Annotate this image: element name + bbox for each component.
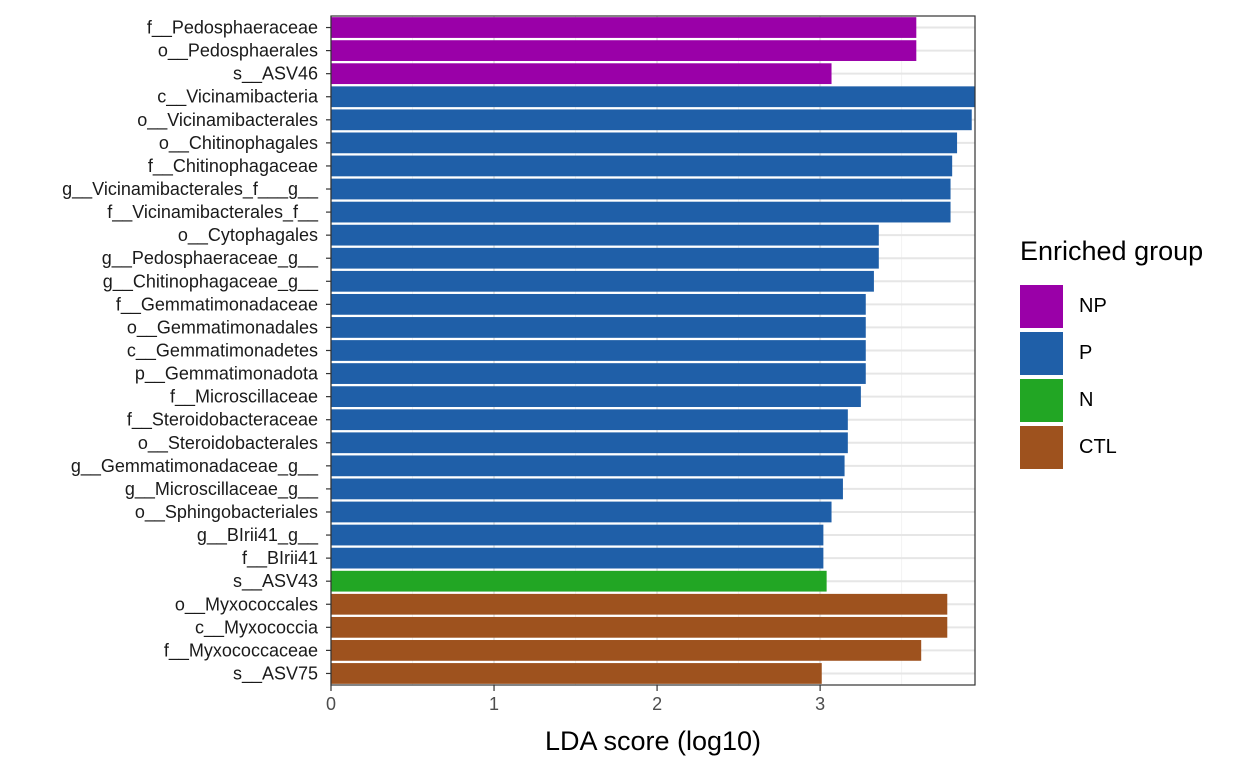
bar: [331, 63, 832, 85]
bar-layer: [331, 17, 975, 684]
y-tick-label: g__Vicinamibacterales_f___g__: [62, 179, 319, 200]
bar: [331, 663, 822, 684]
bar: [331, 17, 917, 38]
x-tick-label: 3: [815, 694, 825, 714]
legend-swatch: [1020, 426, 1063, 469]
legend-swatch: [1020, 379, 1063, 422]
y-tick-label: o__Sphingobacteriales: [135, 502, 318, 523]
legend-item: CTL: [1020, 424, 1240, 471]
x-tick-label: 0: [326, 694, 336, 714]
bar: [331, 593, 948, 615]
legend-item: P: [1020, 330, 1240, 377]
y-tick-label: s__ASV43: [233, 571, 318, 592]
bar: [331, 201, 951, 223]
legend-items: NP P N CTL: [1020, 283, 1240, 471]
bar: [331, 155, 953, 177]
y-tick-labels: f__Pedosphaeraceaeo__Pedosphaeraless__AS…: [62, 18, 331, 684]
legend-label: P: [1079, 342, 1093, 364]
x-tick-label: 1: [489, 694, 499, 714]
legend-item: NP: [1020, 283, 1240, 330]
bar: [331, 178, 951, 200]
bar: [331, 86, 975, 108]
bar: [331, 455, 845, 477]
y-tick-label: o__Cytophagales: [178, 225, 318, 246]
bar: [331, 547, 824, 569]
x-axis-title: LDA score (log10): [545, 726, 761, 756]
y-tick-label: f__Gemmatimonadaceae: [116, 294, 318, 315]
bar: [331, 340, 866, 361]
legend-swatch: [1020, 332, 1063, 375]
bar: [331, 432, 848, 454]
y-tick-label: f__Pedosphaeraceae: [147, 18, 318, 39]
y-tick-label: o__Myxococcales: [175, 594, 318, 615]
legend-title: Enriched group: [1020, 236, 1204, 266]
y-tick-label: o__Chitinophagales: [159, 133, 318, 154]
bar: [331, 270, 874, 292]
bar: [331, 616, 948, 638]
y-tick-label: g__Microscillaceae_g__: [125, 479, 319, 500]
bar: [331, 132, 958, 154]
y-tick-label: o__Pedosphaerales: [158, 41, 318, 62]
y-tick-label: c__Vicinamibacteria: [157, 87, 319, 108]
bar: [331, 247, 879, 269]
legend-label: NP: [1079, 295, 1107, 317]
bar: [331, 386, 861, 408]
legend-swatch: [1020, 285, 1063, 328]
bar: [331, 409, 848, 431]
bar: [331, 478, 843, 500]
y-tick-label: c__Myxococcia: [195, 617, 319, 638]
y-tick-label: f__Vicinamibacterales_f__: [107, 202, 319, 223]
y-tick-label: p__Gemmatimonadota: [135, 364, 319, 385]
legend-item: N: [1020, 377, 1240, 424]
y-tick-label: o__Steroidobacterales: [138, 433, 318, 454]
y-tick-label: f__Chitinophagaceae: [148, 156, 318, 177]
y-tick-label: f__Microscillaceae: [170, 387, 318, 408]
y-tick-label: s__ASV46: [233, 64, 318, 85]
bar: [331, 109, 972, 131]
y-tick-label: g__Chitinophagaceae_g__: [103, 271, 319, 292]
bar: [331, 40, 917, 61]
bar: [331, 501, 832, 523]
y-tick-label: o__Gemmatimonadales: [127, 317, 318, 338]
legend: Enriched group NP P N CTL: [1020, 236, 1240, 471]
x-axis: 0 1 2 3: [326, 685, 825, 714]
bar: [331, 363, 866, 384]
y-tick-label: f__Myxococcaceae: [164, 640, 318, 661]
bar: [331, 524, 824, 546]
bar: [331, 293, 866, 315]
y-tick-label: c__Gemmatimonadetes: [127, 341, 318, 362]
y-tick-label: g__Pedosphaeraceae_g__: [102, 248, 319, 269]
y-tick-label: f__BIrii41: [242, 548, 318, 569]
y-tick-label: s__ASV75: [233, 663, 318, 684]
bar: [331, 640, 922, 661]
y-tick-label: o__Vicinamibacterales: [137, 110, 318, 131]
y-tick-label: g__Gemmatimonadaceae_g__: [71, 456, 319, 477]
y-tick-label: f__Steroidobacteraceae: [127, 410, 318, 431]
legend-label: CTL: [1079, 436, 1117, 458]
bar: [331, 224, 879, 246]
bar: [331, 317, 866, 338]
y-tick-label: g__BIrii41_g__: [197, 525, 319, 546]
bar: [331, 570, 827, 592]
legend-label: N: [1079, 389, 1094, 411]
x-tick-label: 2: [652, 694, 662, 714]
